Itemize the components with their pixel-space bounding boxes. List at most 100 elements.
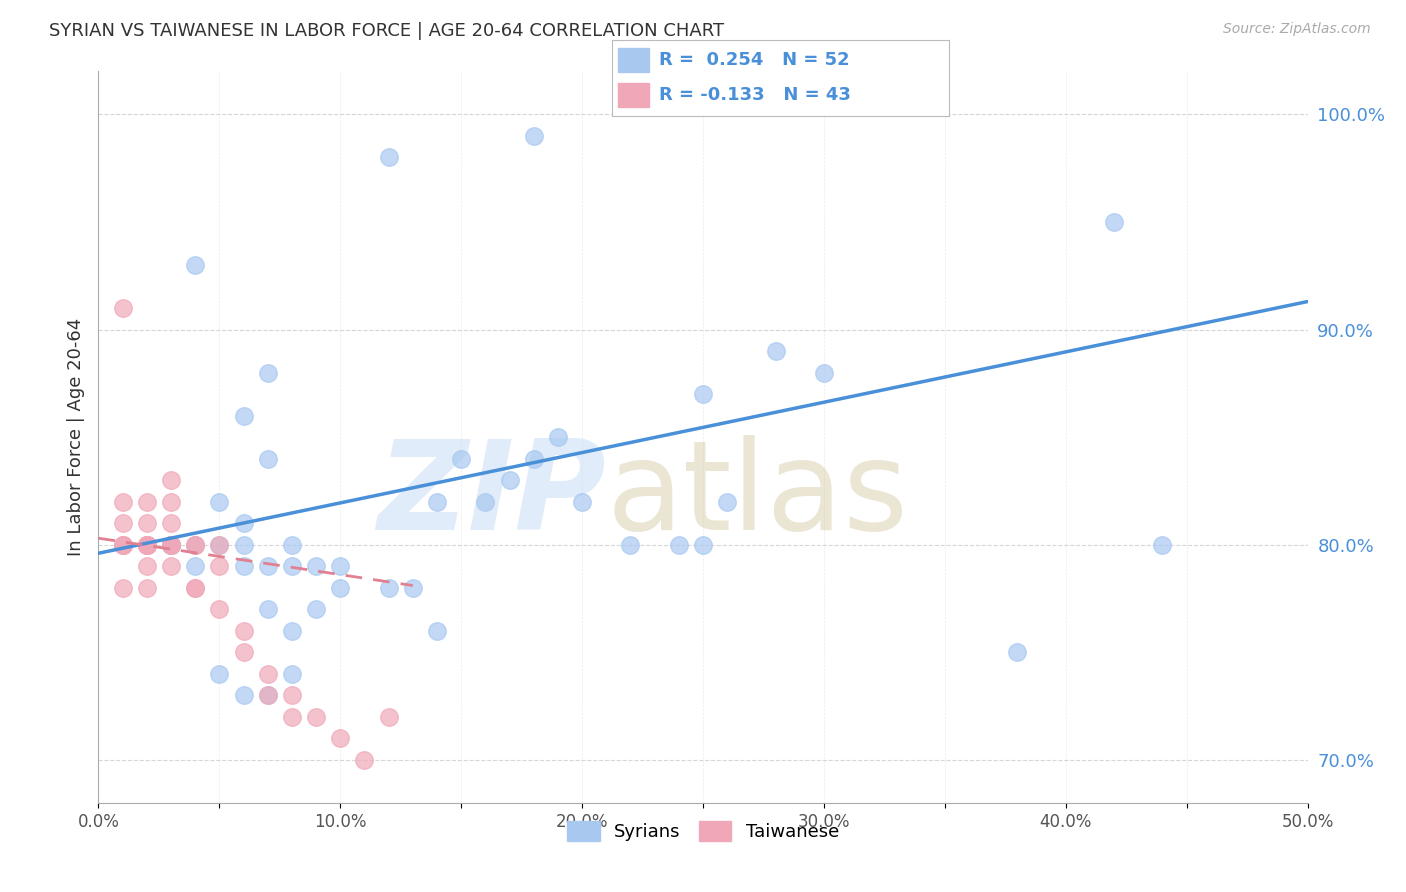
Point	[281, 688, 304, 702]
Point	[184, 538, 207, 552]
Point	[813, 366, 835, 380]
Point	[184, 581, 207, 595]
Point	[402, 860, 425, 874]
Point	[111, 494, 134, 508]
Point	[184, 559, 207, 574]
Point	[184, 538, 207, 552]
Bar	[619, 83, 648, 107]
Point	[160, 538, 183, 552]
Point	[160, 473, 183, 487]
Point	[329, 581, 352, 595]
Text: R = -0.133   N = 43: R = -0.133 N = 43	[659, 86, 851, 103]
Text: atlas: atlas	[606, 435, 908, 556]
Text: Source: ZipAtlas.com: Source: ZipAtlas.com	[1223, 22, 1371, 37]
Point	[377, 150, 399, 164]
Point	[160, 538, 183, 552]
Text: R =  0.254   N = 52: R = 0.254 N = 52	[659, 51, 849, 69]
Point	[377, 710, 399, 724]
Point	[619, 538, 641, 552]
Point	[232, 688, 254, 702]
Point	[619, 838, 641, 853]
Point	[281, 559, 304, 574]
Point	[232, 645, 254, 659]
Point	[232, 409, 254, 423]
Point	[1152, 538, 1174, 552]
Legend: Syrians, Taiwanese: Syrians, Taiwanese	[560, 814, 846, 848]
Point	[353, 838, 375, 853]
Point	[523, 451, 546, 466]
Point	[184, 538, 207, 552]
Point	[208, 538, 231, 552]
Point	[329, 559, 352, 574]
Point	[135, 494, 157, 508]
Point	[256, 451, 278, 466]
Point	[353, 753, 375, 767]
Point	[160, 538, 183, 552]
Point	[111, 881, 134, 892]
Point	[426, 624, 449, 638]
Point	[111, 538, 134, 552]
Point	[135, 538, 157, 552]
Point	[523, 128, 546, 143]
Point	[668, 538, 690, 552]
Point	[232, 516, 254, 530]
Point	[208, 602, 231, 616]
Point	[281, 666, 304, 681]
Point	[160, 516, 183, 530]
Point	[1102, 215, 1125, 229]
Y-axis label: In Labor Force | Age 20-64: In Labor Force | Age 20-64	[66, 318, 84, 557]
Point	[135, 538, 157, 552]
Point	[208, 494, 231, 508]
Point	[135, 516, 157, 530]
Point	[111, 538, 134, 552]
Point	[256, 688, 278, 702]
Point	[111, 538, 134, 552]
Point	[135, 538, 157, 552]
Text: ZIP: ZIP	[378, 435, 606, 556]
Point	[232, 559, 254, 574]
Point	[305, 710, 328, 724]
Point	[135, 559, 157, 574]
Point	[111, 581, 134, 595]
Point	[160, 559, 183, 574]
Point	[450, 451, 472, 466]
Point	[135, 581, 157, 595]
Point	[208, 666, 231, 681]
Point	[329, 731, 352, 746]
Point	[184, 258, 207, 272]
Point	[281, 538, 304, 552]
Point	[547, 430, 569, 444]
Point	[571, 494, 593, 508]
Point	[281, 710, 304, 724]
Point	[692, 387, 714, 401]
Point	[716, 494, 738, 508]
Point	[498, 473, 520, 487]
Point	[402, 581, 425, 595]
Point	[160, 494, 183, 508]
Point	[135, 538, 157, 552]
Text: SYRIAN VS TAIWANESE IN LABOR FORCE | AGE 20-64 CORRELATION CHART: SYRIAN VS TAIWANESE IN LABOR FORCE | AGE…	[49, 22, 724, 40]
Point	[256, 688, 278, 702]
Point	[160, 538, 183, 552]
Point	[111, 301, 134, 315]
Point	[256, 602, 278, 616]
Point	[232, 860, 254, 874]
Point	[208, 559, 231, 574]
Point	[232, 538, 254, 552]
Bar	[619, 47, 648, 72]
Point	[692, 538, 714, 552]
Point	[1007, 645, 1029, 659]
Point	[474, 494, 496, 508]
Point	[160, 538, 183, 552]
Point	[111, 516, 134, 530]
Point	[305, 559, 328, 574]
Point	[256, 666, 278, 681]
Point	[135, 538, 157, 552]
Point	[377, 581, 399, 595]
Point	[256, 366, 278, 380]
Point	[232, 624, 254, 638]
Point	[281, 624, 304, 638]
Point	[208, 538, 231, 552]
Point	[305, 602, 328, 616]
Point	[160, 538, 183, 552]
